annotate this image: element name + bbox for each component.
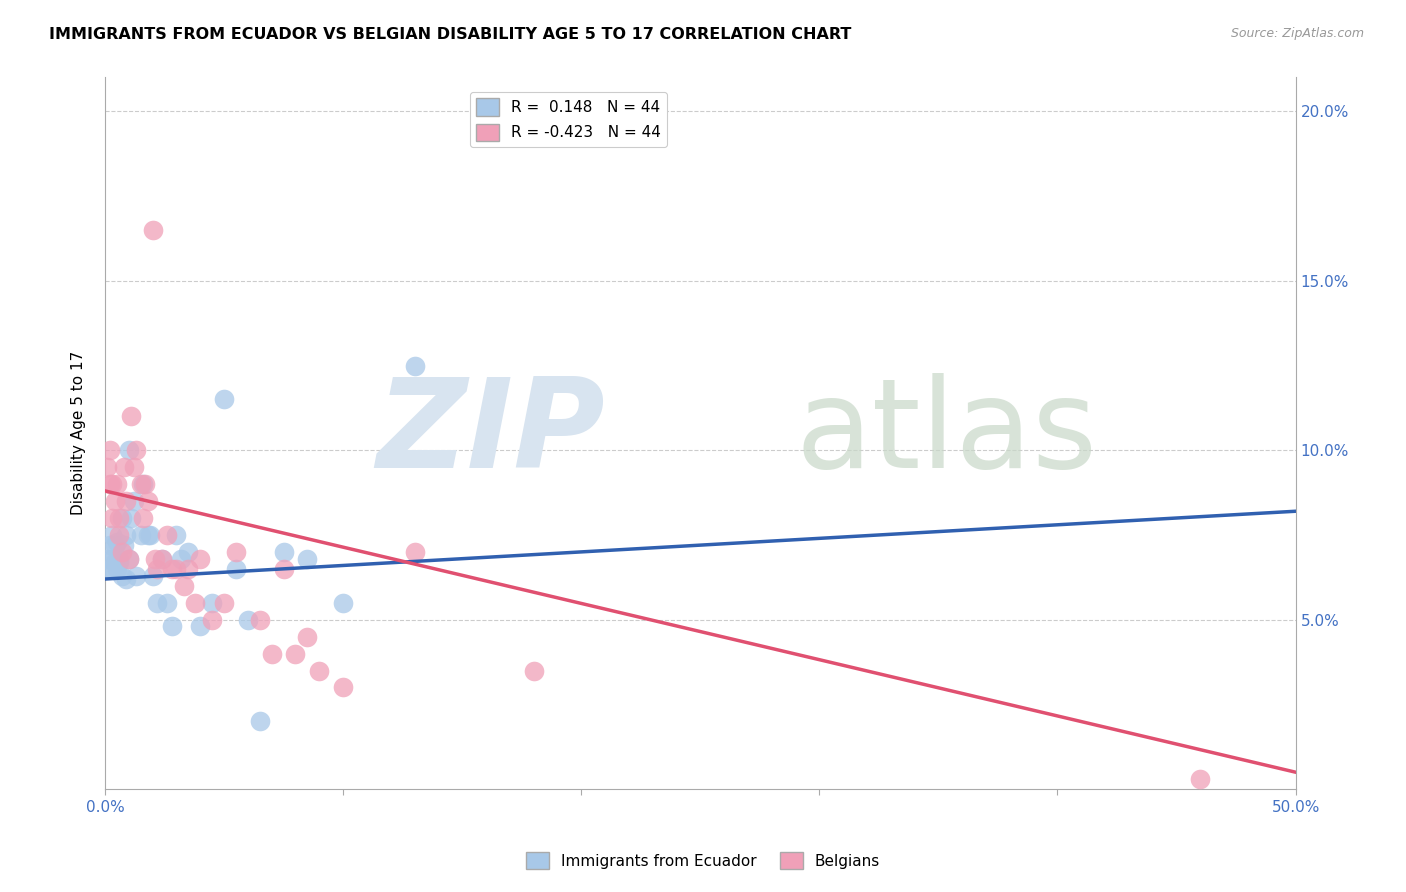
Point xyxy=(249,613,271,627)
Point xyxy=(96,551,118,566)
Point xyxy=(118,551,141,566)
Point xyxy=(173,579,195,593)
Point xyxy=(165,528,187,542)
Point xyxy=(101,528,124,542)
Point xyxy=(225,562,247,576)
Point xyxy=(273,562,295,576)
Point xyxy=(260,647,283,661)
Point xyxy=(111,545,134,559)
Legend: R =  0.148   N = 44, R = -0.423   N = 44: R = 0.148 N = 44, R = -0.423 N = 44 xyxy=(470,92,666,147)
Point xyxy=(165,562,187,576)
Point xyxy=(201,596,224,610)
Point xyxy=(142,223,165,237)
Point xyxy=(150,551,173,566)
Point xyxy=(156,528,179,542)
Point xyxy=(284,647,307,661)
Point xyxy=(98,443,121,458)
Point xyxy=(132,511,155,525)
Point xyxy=(308,664,330,678)
Point xyxy=(177,562,200,576)
Point xyxy=(188,551,211,566)
Point xyxy=(105,562,128,576)
Point xyxy=(103,538,125,552)
Point xyxy=(103,494,125,508)
Point xyxy=(115,572,138,586)
Point xyxy=(273,545,295,559)
Point xyxy=(101,477,124,491)
Legend: Immigrants from Ecuador, Belgians: Immigrants from Ecuador, Belgians xyxy=(520,846,886,875)
Point xyxy=(297,551,319,566)
Point xyxy=(115,528,138,542)
Y-axis label: Disability Age 5 to 17: Disability Age 5 to 17 xyxy=(72,351,86,516)
Point xyxy=(101,562,124,576)
Point xyxy=(212,392,235,407)
Point xyxy=(297,630,319,644)
Point xyxy=(108,511,131,525)
Point xyxy=(188,619,211,633)
Point xyxy=(129,477,152,491)
Point xyxy=(103,555,125,569)
Point xyxy=(108,555,131,569)
Point xyxy=(1189,772,1212,786)
Point xyxy=(146,596,169,610)
Point xyxy=(170,551,193,566)
Text: Source: ZipAtlas.com: Source: ZipAtlas.com xyxy=(1230,27,1364,40)
Point xyxy=(143,551,166,566)
Point xyxy=(136,494,159,508)
Point xyxy=(129,528,152,542)
Point xyxy=(118,551,141,566)
Point xyxy=(184,596,207,610)
Point xyxy=(150,551,173,566)
Point xyxy=(112,538,135,552)
Point xyxy=(98,477,121,491)
Point xyxy=(225,545,247,559)
Point xyxy=(108,551,131,566)
Point xyxy=(125,568,148,582)
Point xyxy=(125,443,148,458)
Point xyxy=(201,613,224,627)
Point xyxy=(96,460,118,475)
Point xyxy=(139,528,162,542)
Point xyxy=(122,460,145,475)
Point xyxy=(105,477,128,491)
Point xyxy=(156,596,179,610)
Point xyxy=(98,562,121,576)
Point xyxy=(120,409,142,424)
Point xyxy=(122,494,145,508)
Point xyxy=(177,545,200,559)
Point xyxy=(111,511,134,525)
Point xyxy=(160,619,183,633)
Point xyxy=(136,528,159,542)
Point xyxy=(132,477,155,491)
Point xyxy=(404,545,426,559)
Point xyxy=(101,551,124,566)
Point xyxy=(112,460,135,475)
Point xyxy=(108,528,131,542)
Point xyxy=(212,596,235,610)
Point xyxy=(115,494,138,508)
Text: ZIP: ZIP xyxy=(377,373,605,494)
Point xyxy=(118,443,141,458)
Text: atlas: atlas xyxy=(796,373,1098,494)
Text: IMMIGRANTS FROM ECUADOR VS BELGIAN DISABILITY AGE 5 TO 17 CORRELATION CHART: IMMIGRANTS FROM ECUADOR VS BELGIAN DISAB… xyxy=(49,27,852,42)
Point xyxy=(146,562,169,576)
Point xyxy=(332,681,354,695)
Point xyxy=(160,562,183,576)
Point xyxy=(249,714,271,729)
Point xyxy=(404,359,426,373)
Point xyxy=(101,511,124,525)
Point xyxy=(523,664,546,678)
Point xyxy=(98,538,121,552)
Point xyxy=(332,596,354,610)
Point xyxy=(134,477,156,491)
Point xyxy=(120,511,142,525)
Point xyxy=(142,568,165,582)
Point xyxy=(111,568,134,582)
Point xyxy=(105,534,128,549)
Point xyxy=(236,613,259,627)
